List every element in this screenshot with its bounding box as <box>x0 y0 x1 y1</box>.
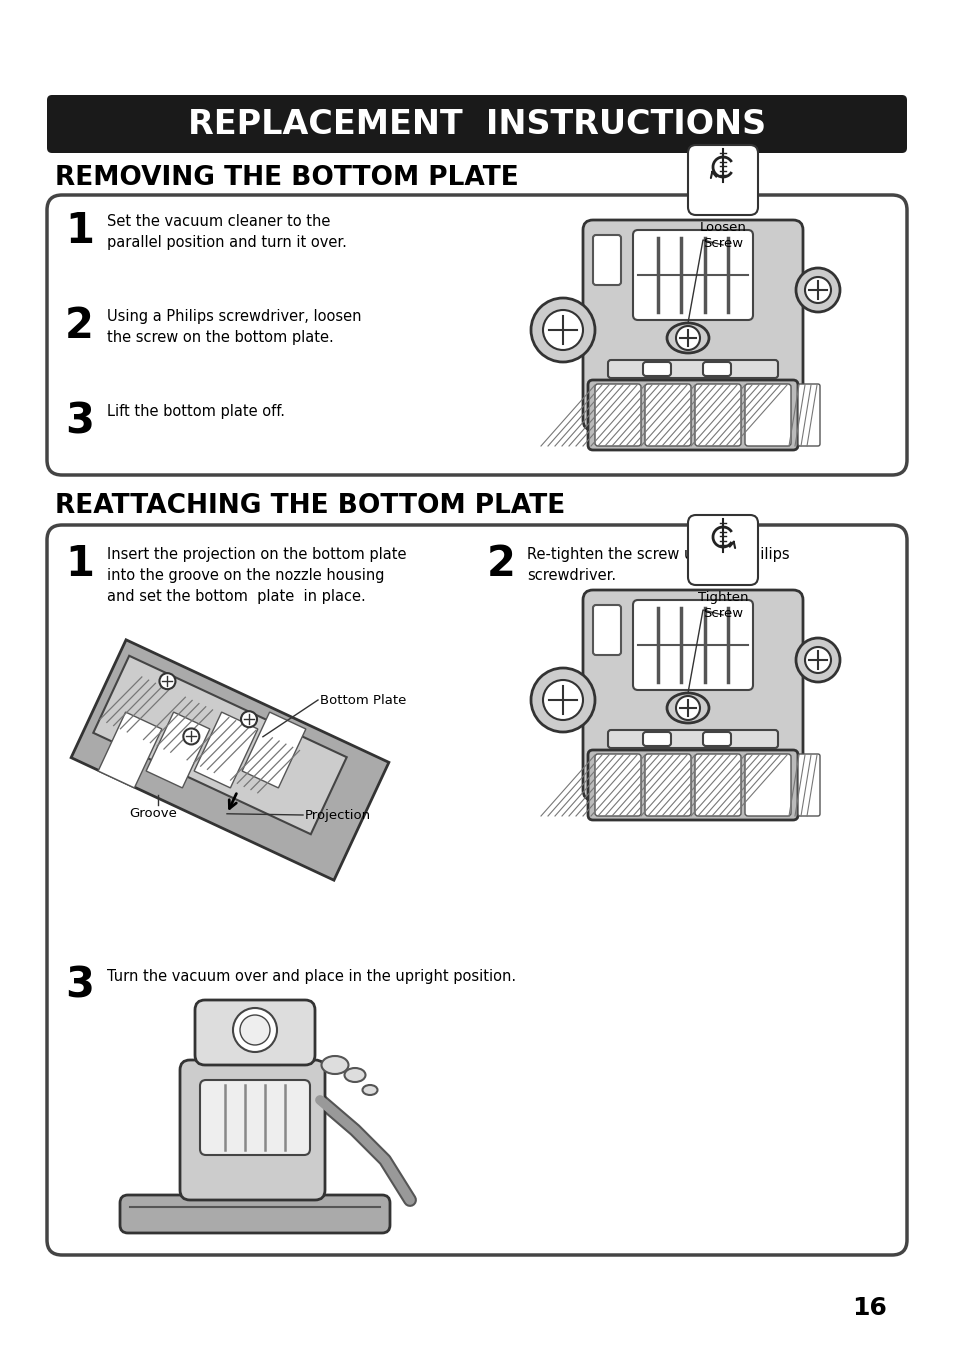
Text: Lift the bottom plate off.: Lift the bottom plate off. <box>107 404 285 419</box>
Polygon shape <box>93 655 346 834</box>
FancyBboxPatch shape <box>607 731 778 748</box>
Text: REPLACEMENT  INSTRUCTIONS: REPLACEMENT INSTRUCTIONS <box>188 108 765 140</box>
FancyBboxPatch shape <box>47 94 906 154</box>
FancyBboxPatch shape <box>633 600 752 690</box>
Text: Tighten
Screw: Tighten Screw <box>697 590 747 620</box>
FancyBboxPatch shape <box>200 1080 310 1155</box>
Circle shape <box>676 326 700 350</box>
Text: REATTACHING THE BOTTOM PLATE: REATTACHING THE BOTTOM PLATE <box>55 493 565 519</box>
Text: 1: 1 <box>65 543 94 585</box>
FancyBboxPatch shape <box>607 360 778 377</box>
Polygon shape <box>146 712 210 789</box>
Text: 1: 1 <box>65 210 94 252</box>
FancyBboxPatch shape <box>582 220 802 430</box>
Text: Loosen
Screw: Loosen Screw <box>699 221 745 249</box>
Circle shape <box>240 1015 270 1045</box>
Text: Turn the vacuum over and place in the upright position.: Turn the vacuum over and place in the up… <box>107 969 516 984</box>
FancyBboxPatch shape <box>595 754 640 816</box>
FancyBboxPatch shape <box>582 590 802 799</box>
Text: 3: 3 <box>65 400 94 442</box>
Circle shape <box>159 673 175 689</box>
FancyBboxPatch shape <box>644 754 690 816</box>
Text: 2: 2 <box>65 305 93 346</box>
Text: Projection: Projection <box>305 809 371 821</box>
FancyBboxPatch shape <box>593 235 620 284</box>
FancyBboxPatch shape <box>120 1194 390 1233</box>
FancyBboxPatch shape <box>687 515 758 585</box>
FancyBboxPatch shape <box>744 384 790 446</box>
Text: Re-tighten the screw using a Philips
screwdriver.: Re-tighten the screw using a Philips scr… <box>526 547 789 582</box>
FancyBboxPatch shape <box>595 384 640 446</box>
Polygon shape <box>193 712 257 789</box>
Text: Bottom Plate: Bottom Plate <box>319 693 406 706</box>
Ellipse shape <box>362 1085 377 1095</box>
Circle shape <box>795 268 840 311</box>
Circle shape <box>183 728 199 744</box>
Circle shape <box>531 669 595 732</box>
Text: Insert the projection on the bottom plate
into the groove on the nozzle housing
: Insert the projection on the bottom plat… <box>107 547 406 604</box>
FancyBboxPatch shape <box>633 231 752 319</box>
FancyBboxPatch shape <box>642 732 670 745</box>
Text: Set the vacuum cleaner to the
parallel position and turn it over.: Set the vacuum cleaner to the parallel p… <box>107 214 347 249</box>
Circle shape <box>241 712 256 727</box>
FancyBboxPatch shape <box>744 754 790 816</box>
FancyBboxPatch shape <box>797 754 820 816</box>
FancyBboxPatch shape <box>642 363 670 376</box>
Polygon shape <box>242 712 306 789</box>
FancyBboxPatch shape <box>194 1000 314 1065</box>
Text: 16: 16 <box>852 1295 886 1320</box>
Text: 3: 3 <box>65 965 94 1007</box>
Circle shape <box>233 1008 276 1051</box>
FancyBboxPatch shape <box>644 384 690 446</box>
Circle shape <box>542 679 582 720</box>
FancyBboxPatch shape <box>593 605 620 655</box>
FancyBboxPatch shape <box>695 754 740 816</box>
Circle shape <box>531 298 595 363</box>
Ellipse shape <box>321 1055 348 1074</box>
FancyBboxPatch shape <box>47 195 906 474</box>
Circle shape <box>795 638 840 682</box>
FancyBboxPatch shape <box>587 749 797 820</box>
FancyBboxPatch shape <box>695 384 740 446</box>
FancyBboxPatch shape <box>180 1060 325 1200</box>
Text: Groove: Groove <box>130 807 177 820</box>
Circle shape <box>542 310 582 350</box>
FancyBboxPatch shape <box>687 146 758 214</box>
Polygon shape <box>98 712 162 789</box>
FancyBboxPatch shape <box>225 1035 285 1065</box>
Polygon shape <box>71 640 389 880</box>
Text: REMOVING THE BOTTOM PLATE: REMOVING THE BOTTOM PLATE <box>55 164 518 191</box>
Text: 2: 2 <box>486 543 516 585</box>
Ellipse shape <box>344 1068 365 1082</box>
FancyBboxPatch shape <box>587 380 797 450</box>
FancyBboxPatch shape <box>702 363 730 376</box>
Text: Using a Philips screwdriver, loosen
the screw on the bottom plate.: Using a Philips screwdriver, loosen the … <box>107 309 361 345</box>
FancyBboxPatch shape <box>702 732 730 745</box>
Circle shape <box>804 276 830 303</box>
Circle shape <box>676 696 700 720</box>
Circle shape <box>804 647 830 673</box>
FancyBboxPatch shape <box>797 384 820 446</box>
FancyBboxPatch shape <box>47 524 906 1255</box>
